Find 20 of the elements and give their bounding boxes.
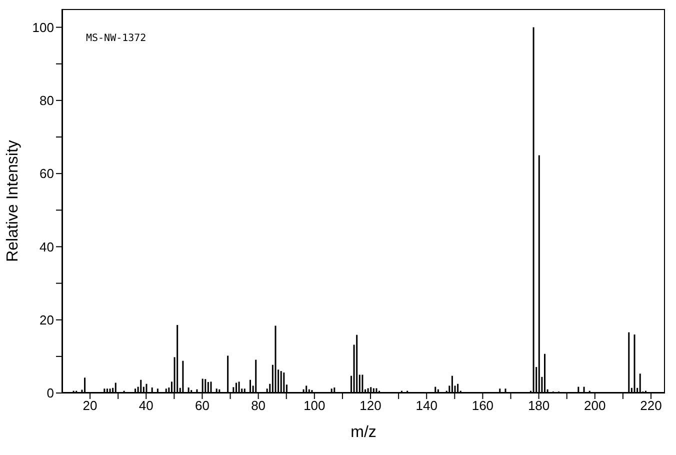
y-tick-label: 0 (46, 386, 54, 401)
y-tick-label: 20 (40, 312, 54, 328)
x-tick-label: 20 (82, 398, 98, 414)
annotation: MS-NW-1372 (86, 33, 146, 44)
x-tick-label: 40 (138, 398, 154, 414)
x-tick-label: 220 (640, 398, 662, 414)
y-tick-label: 60 (40, 166, 54, 182)
x-axis-title: m/z (350, 424, 376, 441)
y-tick-label: 40 (40, 239, 54, 254)
x-tick-label: 200 (584, 398, 606, 414)
x-tick-label: 160 (472, 398, 494, 414)
y-axis-title: Relative Intensity (4, 140, 22, 262)
x-tick-label: 60 (195, 398, 210, 414)
x-tick-label: 120 (360, 398, 382, 414)
x-tick-label: 100 (304, 398, 326, 414)
y-tick-label: 100 (32, 20, 54, 35)
y-tick-label: 80 (40, 93, 54, 108)
x-tick-label: 80 (251, 398, 266, 414)
x-tick-label: 180 (528, 398, 550, 414)
x-tick-label: 140 (416, 398, 438, 414)
